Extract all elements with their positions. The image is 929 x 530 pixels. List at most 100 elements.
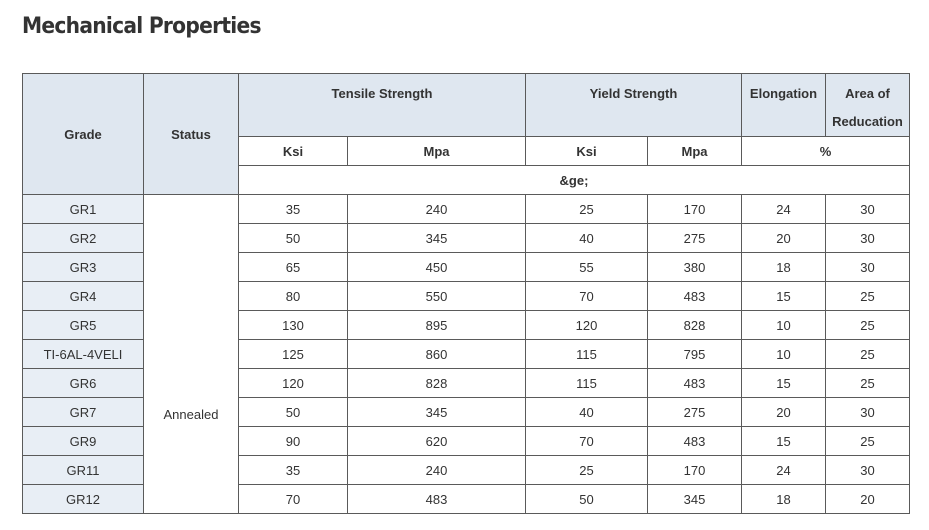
status-cell: Annealed bbox=[143, 194, 239, 514]
tensile-ksi-cell: 65 bbox=[238, 252, 348, 282]
yield-mpa-cell: 483 bbox=[647, 281, 742, 311]
table-row: GR5 130 895 120 828 10 25 bbox=[22, 310, 910, 340]
table-row: GR1 Annealed 35 240 25 170 24 30 bbox=[22, 194, 910, 514]
yield-ksi-cell: 25 bbox=[525, 194, 648, 224]
tensile-ksi-cell: 50 bbox=[238, 397, 348, 427]
area-of-reducation-cell: 30 bbox=[825, 194, 910, 224]
header-area-of-reducation: Area of Reducation bbox=[825, 73, 910, 137]
area-of-reducation-cell: 25 bbox=[825, 339, 910, 369]
tensile-mpa-cell: 895 bbox=[347, 310, 526, 340]
header-tensile-mpa: Mpa bbox=[347, 136, 526, 166]
elongation-cell: 20 bbox=[741, 397, 826, 427]
yield-mpa-cell: 795 bbox=[647, 339, 742, 369]
grade-cell: TI-6AL-4VELI bbox=[22, 339, 144, 369]
header-status: Status bbox=[143, 73, 239, 195]
area-of-reducation-cell: 20 bbox=[825, 484, 910, 514]
header-ge: &ge; bbox=[238, 165, 910, 195]
elongation-cell: 15 bbox=[741, 426, 826, 456]
tensile-mpa-cell: 450 bbox=[347, 252, 526, 282]
table-row: GR9 90 620 70 483 15 25 bbox=[22, 426, 910, 456]
area-of-reducation-cell: 25 bbox=[825, 368, 910, 398]
header-elongation: Elongation bbox=[741, 73, 826, 137]
tensile-mpa-cell: 828 bbox=[347, 368, 526, 398]
table-row: GR12 70 483 50 345 18 20 bbox=[22, 484, 910, 514]
elongation-cell: 10 bbox=[741, 339, 826, 369]
tensile-mpa-cell: 860 bbox=[347, 339, 526, 369]
page-title: Mechanical Properties bbox=[22, 14, 262, 39]
yield-mpa-cell: 170 bbox=[647, 194, 742, 224]
tensile-mpa-cell: 345 bbox=[347, 397, 526, 427]
header-percent: % bbox=[741, 136, 910, 166]
elongation-cell: 24 bbox=[741, 194, 826, 224]
yield-ksi-cell: 55 bbox=[525, 252, 648, 282]
yield-mpa-cell: 380 bbox=[647, 252, 742, 282]
yield-ksi-cell: 70 bbox=[525, 281, 648, 311]
tensile-mpa-cell: 240 bbox=[347, 455, 526, 485]
header-tensile-strength: Tensile Strength bbox=[238, 73, 526, 137]
elongation-cell: 20 bbox=[741, 223, 826, 253]
yield-mpa-cell: 170 bbox=[647, 455, 742, 485]
area-of-reducation-cell: 30 bbox=[825, 455, 910, 485]
header-grade: Grade bbox=[22, 73, 144, 195]
table-body: GR1 Annealed 35 240 25 170 24 30 GR2 50 345 40 275 20… bbox=[22, 194, 910, 514]
yield-ksi-cell: 115 bbox=[525, 339, 648, 369]
elongation-cell: 24 bbox=[741, 455, 826, 485]
grade-cell: GR11 bbox=[22, 455, 144, 485]
header-tensile-ksi: Ksi bbox=[238, 136, 348, 166]
yield-ksi-cell: 40 bbox=[525, 223, 648, 253]
tensile-ksi-cell: 70 bbox=[238, 484, 348, 514]
yield-mpa-cell: 483 bbox=[647, 368, 742, 398]
table-row: GR2 50 345 40 275 20 30 bbox=[22, 223, 910, 253]
header-yield-mpa: Mpa bbox=[647, 136, 742, 166]
yield-ksi-cell: 70 bbox=[525, 426, 648, 456]
tensile-mpa-cell: 620 bbox=[347, 426, 526, 456]
area-of-reducation-cell: 30 bbox=[825, 252, 910, 282]
tensile-ksi-cell: 35 bbox=[238, 455, 348, 485]
yield-mpa-cell: 275 bbox=[647, 397, 742, 427]
mechanical-properties-table: Grade Status Tensile Strength Yield Stre… bbox=[22, 73, 910, 514]
header-yield-strength: Yield Strength bbox=[525, 73, 742, 137]
grade-cell: GR3 bbox=[22, 252, 144, 282]
elongation-cell: 18 bbox=[741, 484, 826, 514]
area-of-reducation-cell: 30 bbox=[825, 223, 910, 253]
table-row: TI-6AL-4VELI 125 860 115 795 10 25 bbox=[22, 339, 910, 369]
tensile-ksi-cell: 50 bbox=[238, 223, 348, 253]
elongation-cell: 18 bbox=[741, 252, 826, 282]
yield-mpa-cell: 828 bbox=[647, 310, 742, 340]
area-of-reducation-cell: 25 bbox=[825, 310, 910, 340]
elongation-cell: 10 bbox=[741, 310, 826, 340]
grade-cell: GR1 bbox=[22, 194, 144, 224]
area-of-reducation-cell: 25 bbox=[825, 426, 910, 456]
table-row: GR3 65 450 55 380 18 30 bbox=[22, 252, 910, 282]
elongation-cell: 15 bbox=[741, 368, 826, 398]
grade-cell: GR7 bbox=[22, 397, 144, 427]
elongation-cell: 15 bbox=[741, 281, 826, 311]
yield-ksi-cell: 115 bbox=[525, 368, 648, 398]
grade-cell: GR12 bbox=[22, 484, 144, 514]
tensile-mpa-cell: 240 bbox=[347, 194, 526, 224]
tensile-ksi-cell: 35 bbox=[238, 194, 348, 224]
tensile-mpa-cell: 483 bbox=[347, 484, 526, 514]
area-of-reducation-cell: 25 bbox=[825, 281, 910, 311]
yield-mpa-cell: 345 bbox=[647, 484, 742, 514]
yield-ksi-cell: 40 bbox=[525, 397, 648, 427]
grade-cell: GR6 bbox=[22, 368, 144, 398]
tensile-ksi-cell: 130 bbox=[238, 310, 348, 340]
yield-mpa-cell: 275 bbox=[647, 223, 742, 253]
header-yield-ksi: Ksi bbox=[525, 136, 648, 166]
tensile-ksi-cell: 120 bbox=[238, 368, 348, 398]
yield-ksi-cell: 120 bbox=[525, 310, 648, 340]
tensile-mpa-cell: 550 bbox=[347, 281, 526, 311]
yield-mpa-cell: 483 bbox=[647, 426, 742, 456]
table-row: GR6 120 828 115 483 15 25 bbox=[22, 368, 910, 398]
tensile-ksi-cell: 80 bbox=[238, 281, 348, 311]
grade-cell: GR4 bbox=[22, 281, 144, 311]
grade-cell: GR2 bbox=[22, 223, 144, 253]
yield-ksi-cell: 50 bbox=[525, 484, 648, 514]
tensile-ksi-cell: 90 bbox=[238, 426, 348, 456]
yield-ksi-cell: 25 bbox=[525, 455, 648, 485]
tensile-ksi-cell: 125 bbox=[238, 339, 348, 369]
area-of-reducation-cell: 30 bbox=[825, 397, 910, 427]
table-row: GR4 80 550 70 483 15 25 bbox=[22, 281, 910, 311]
grade-cell: GR5 bbox=[22, 310, 144, 340]
